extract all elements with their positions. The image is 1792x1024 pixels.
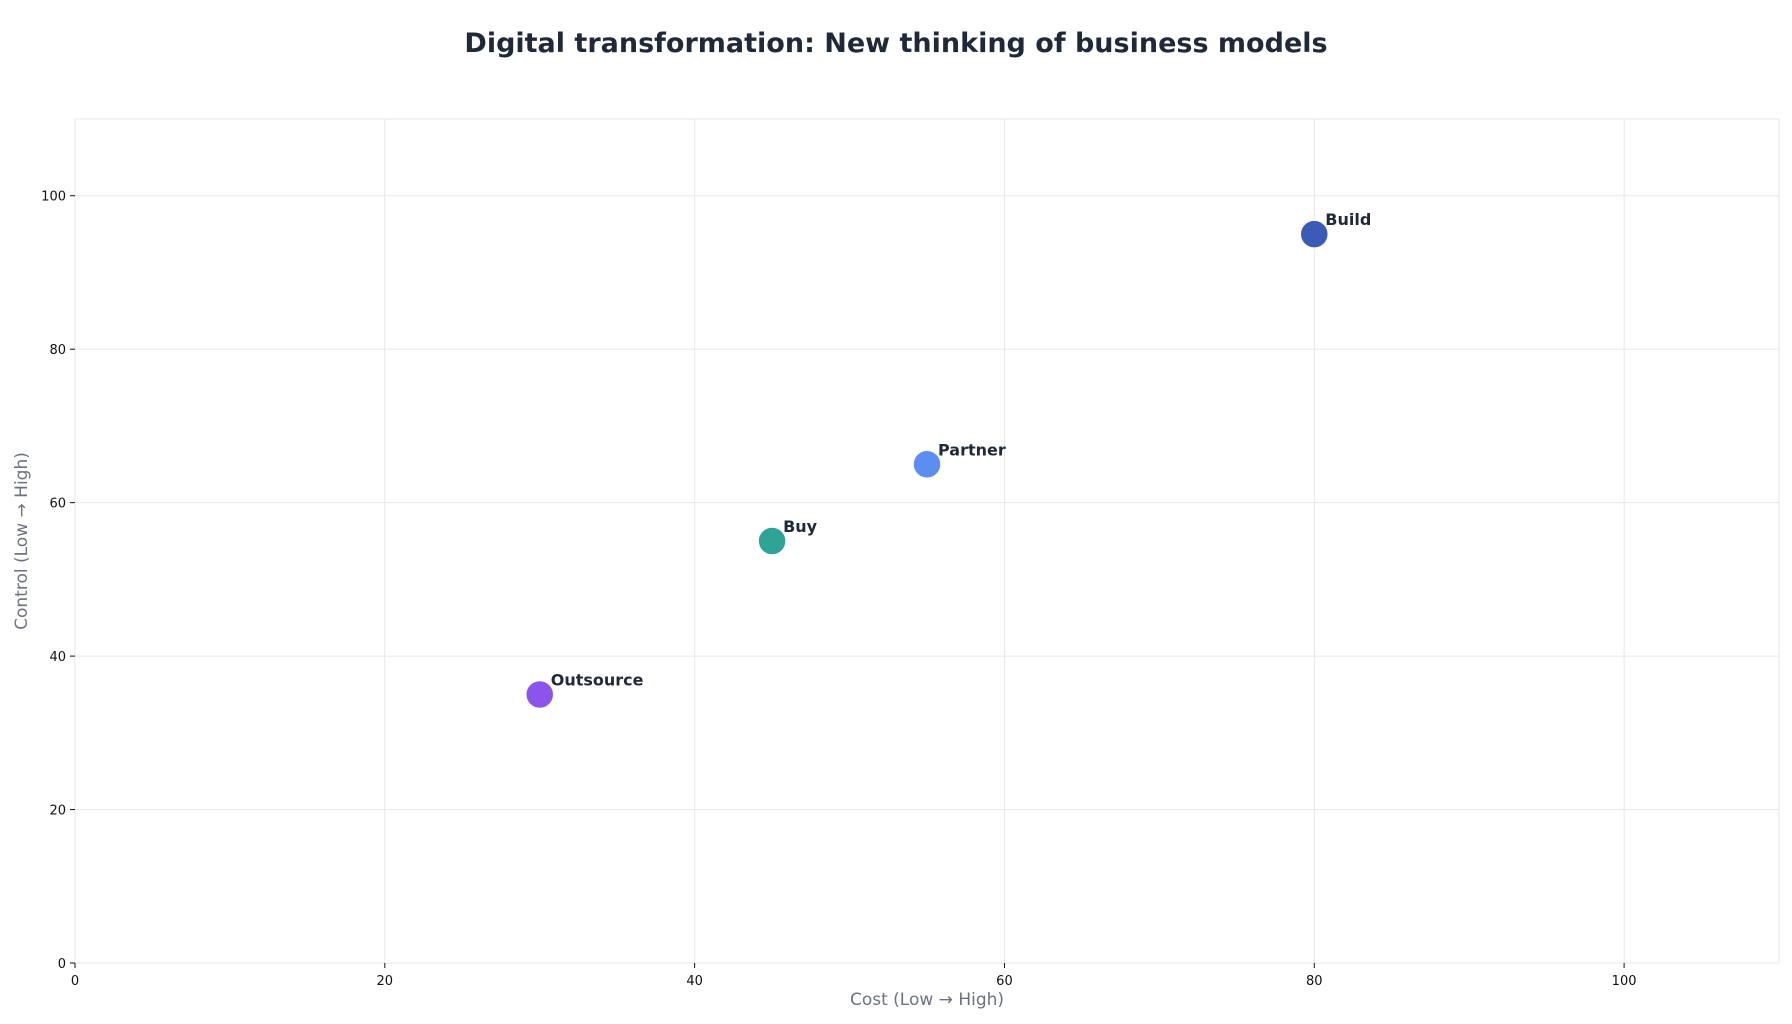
- axis-ticks: 0 20 40 60 80 100 0 20 40 60 80 100: [41, 190, 1636, 989]
- data-points: Build Partner Buy Outsource: [524, 210, 1371, 710]
- y-tick-label: 60: [49, 497, 66, 512]
- y-tick-label: 20: [49, 804, 66, 819]
- data-point-partner: [912, 449, 942, 480]
- point-label-outsource: Outsource: [551, 670, 644, 689]
- y-tick-label: 80: [49, 343, 66, 358]
- y-tick-label: 100: [41, 190, 66, 205]
- point-label-partner: Partner: [938, 440, 1006, 459]
- y-tick-label: 0: [58, 957, 66, 972]
- point-label-buy: Buy: [783, 517, 818, 536]
- x-axis-label: Cost (Low → High): [850, 990, 1004, 1010]
- chart-title: Digital transformation: New thinking of …: [464, 28, 1327, 59]
- y-tick-label: 40: [49, 650, 66, 665]
- plot-area: [74, 118, 1780, 964]
- y-axis-label: Control (Low → High): [12, 452, 32, 630]
- data-point-buy: [757, 526, 787, 556]
- x-tick-label: 100: [1612, 974, 1637, 989]
- grid-lines: [74, 119, 1779, 964]
- x-tick-label: 40: [686, 974, 703, 989]
- x-tick-label: 0: [71, 974, 79, 989]
- x-tick-label: 20: [377, 974, 394, 989]
- data-point-outsource: [524, 679, 555, 710]
- data-point-build: [1299, 219, 1330, 249]
- x-tick-label: 80: [1306, 974, 1323, 989]
- point-label-build: Build: [1325, 210, 1371, 229]
- x-tick-label: 60: [996, 974, 1013, 989]
